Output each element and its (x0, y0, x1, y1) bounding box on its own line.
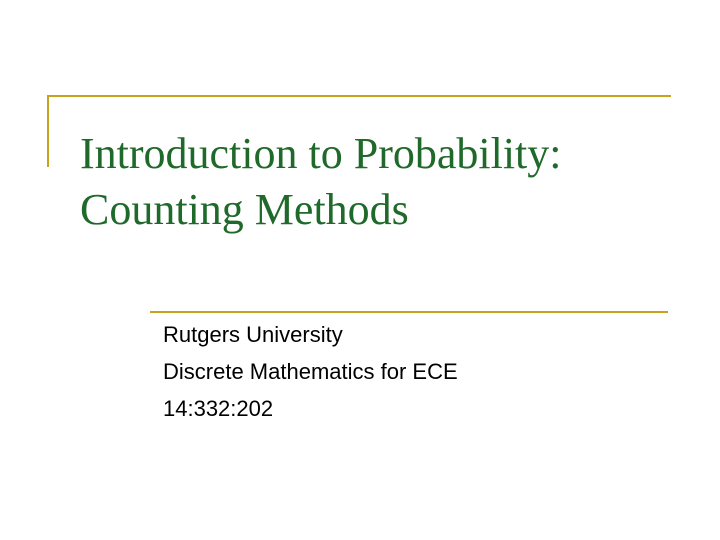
slide-subtitle: Rutgers University Discrete Mathematics … (163, 316, 663, 427)
slide-title-line-1: Introduction to Probability: (80, 129, 562, 178)
subtitle-divider (150, 311, 668, 313)
subtitle-course-name: Discrete Mathematics for ECE (163, 359, 458, 384)
slide-title: Introduction to Probability: Counting Me… (80, 126, 680, 238)
subtitle-institution: Rutgers University (163, 322, 343, 347)
subtitle-course-code: 14:332:202 (163, 396, 274, 421)
slide-title-line-2: Counting Methods (80, 185, 409, 234)
title-frame-left-rule (47, 95, 49, 167)
title-frame-top-rule (47, 95, 671, 97)
